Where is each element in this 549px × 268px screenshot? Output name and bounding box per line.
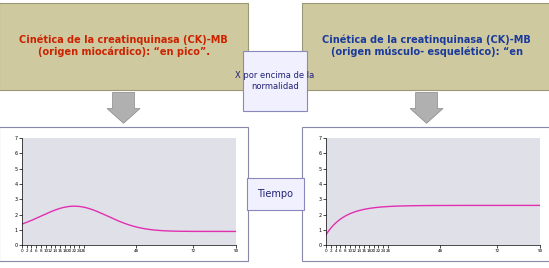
Text: X por encima de la
normalidad: X por encima de la normalidad (236, 71, 315, 91)
Text: Tiempo: Tiempo (257, 189, 293, 199)
Text: Cinética de la creatinquinasa (CK)-MB
(origen músculo- esquelético): “en: Cinética de la creatinquinasa (CK)-MB (o… (322, 34, 531, 57)
Text: Cinética de la creatinquinasa (CK)-MB
(origen miocárdico): “en pico”.: Cinética de la creatinquinasa (CK)-MB (o… (19, 34, 228, 57)
